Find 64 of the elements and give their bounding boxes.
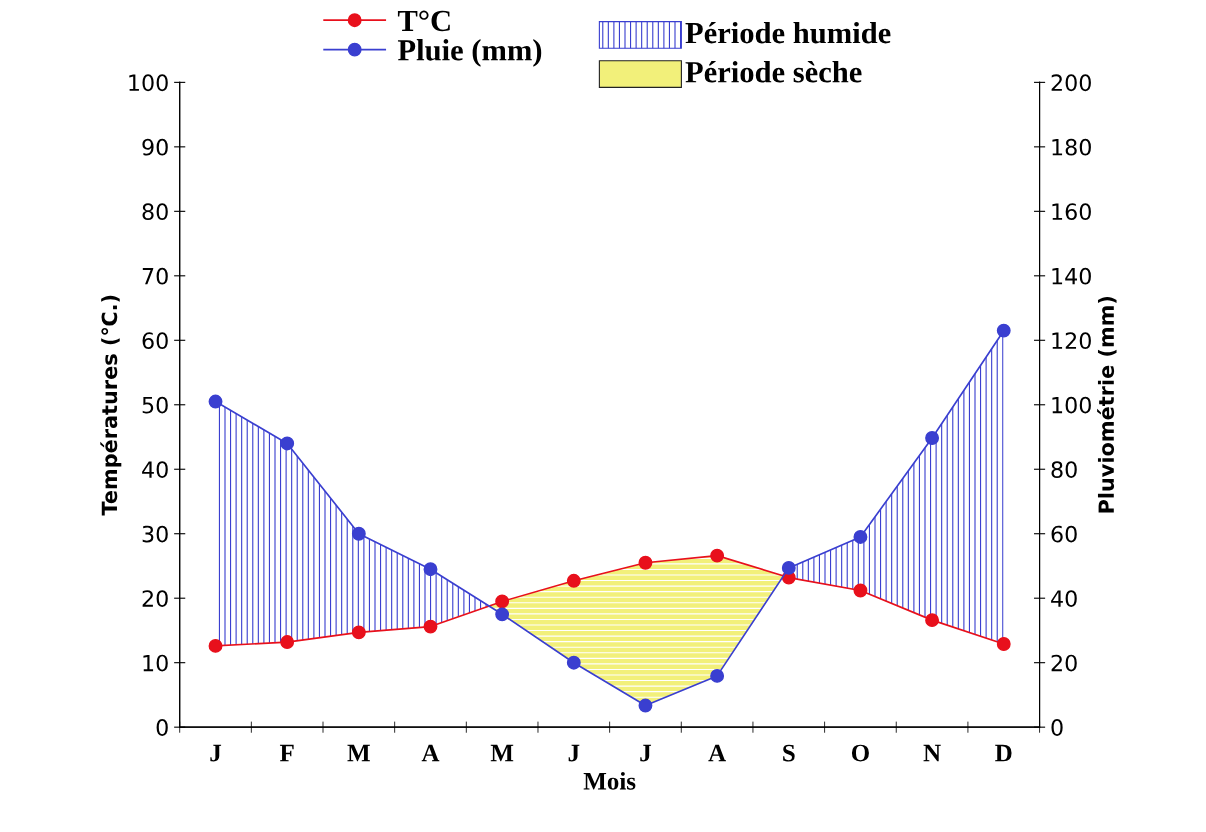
point: [996, 637, 1011, 651]
point: [351, 625, 366, 640]
y2-tick-label: 40: [1051, 590, 1077, 607]
point: [423, 562, 438, 577]
point: [566, 573, 581, 588]
x-tick-label: J: [568, 744, 580, 762]
y2-tick-label: 100: [1052, 396, 1091, 414]
y2-tick-label: 180: [1052, 138, 1091, 156]
point: [925, 431, 940, 445]
y-tick-label: 20: [142, 590, 168, 607]
y2-tick-label: 120: [1052, 332, 1091, 350]
x-tick-label: O: [851, 744, 869, 762]
x-tick-label: M: [347, 744, 370, 762]
y-tick-label: 50: [142, 396, 168, 414]
y-tick-label: 70: [142, 267, 168, 285]
y2-tick-label: 20: [1051, 654, 1077, 672]
point: [208, 638, 223, 653]
x-tick-label: A: [421, 744, 440, 762]
y2-axis-title: Pluviométrie (mm): [1097, 296, 1117, 513]
y-tick-label: 40: [142, 461, 168, 479]
point: [280, 436, 295, 451]
point: [351, 526, 366, 541]
y-tick-label: 10: [143, 654, 168, 672]
y-tick-label: 90: [142, 138, 168, 156]
x-tick-label: S: [783, 744, 795, 762]
point: [710, 548, 725, 563]
y-tick-label: 80: [142, 203, 168, 221]
y-tick-label: 30: [142, 525, 168, 543]
annotation: Période sèche: [685, 61, 862, 83]
legend-label: T°C: [397, 10, 450, 32]
point: [495, 594, 510, 609]
y2-tick-label: 60: [1051, 525, 1077, 543]
point: [710, 668, 725, 683]
point: [638, 698, 653, 713]
y2-tick-label: 140: [1052, 267, 1091, 285]
y-tick-label: 60: [142, 332, 168, 350]
x-tick-label: M: [490, 744, 514, 762]
text: Période humide: [685, 21, 891, 44]
x-tick-label: N: [923, 744, 941, 762]
x-tick-label: F: [279, 744, 294, 762]
point: [495, 607, 510, 622]
x-tick-label: J: [640, 744, 652, 762]
y-tick-label: 0: [156, 719, 168, 736]
point: [853, 530, 868, 544]
point: [566, 655, 581, 670]
y2-tick-label: 200: [1051, 74, 1091, 92]
x-tick-label: A: [708, 744, 726, 762]
point: [925, 613, 940, 628]
y2-tick-label: 0: [1051, 719, 1063, 736]
point: [280, 635, 295, 649]
point: [853, 583, 868, 598]
point: [208, 394, 223, 409]
y2-tick-label: 80: [1051, 461, 1077, 479]
point: [638, 555, 653, 570]
legend-label: Pluie (mm): [397, 39, 542, 67]
x-tick-label: J: [210, 744, 222, 762]
point: [423, 619, 438, 634]
point: [781, 560, 796, 575]
y-axis-title: Températures (℃.): [100, 295, 122, 516]
x-tick-label: D: [995, 744, 1012, 762]
point: [996, 323, 1011, 338]
y-tick-label: 100: [129, 74, 168, 92]
x-axis-title: Mois: [583, 772, 636, 790]
y2-tick-label: 160: [1052, 203, 1091, 221]
